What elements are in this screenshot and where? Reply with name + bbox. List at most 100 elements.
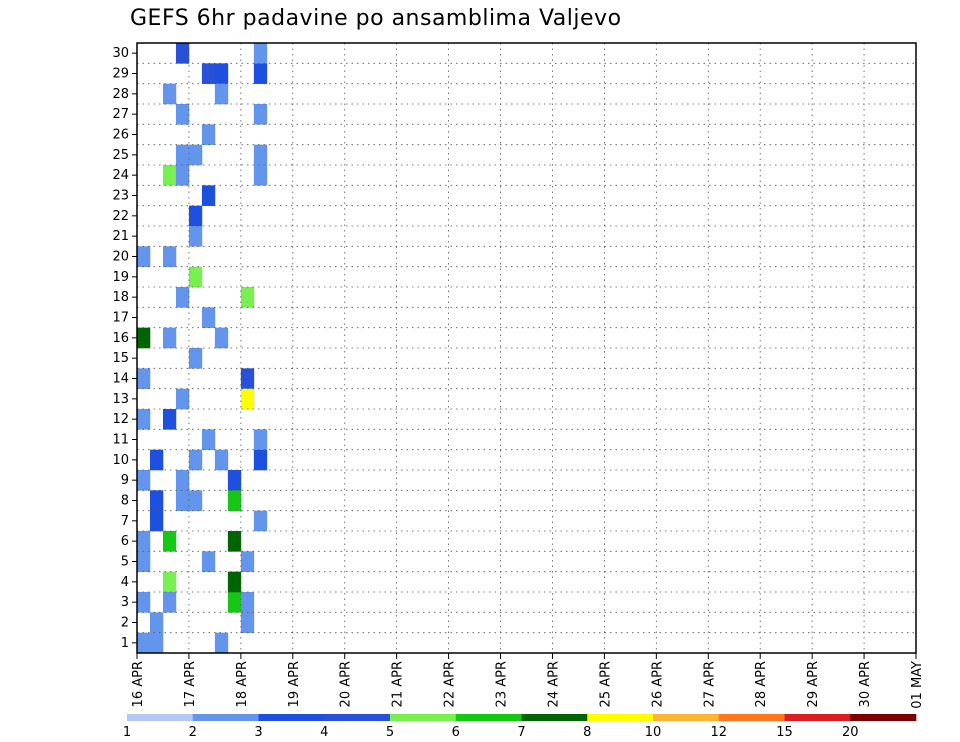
heatmap-cell [149,612,164,633]
heatmap-cell [162,327,177,349]
y-tick-label: 19 [112,270,129,285]
x-tick-label: 28 APR [754,661,769,707]
chart-title: GEFS 6hr padavine po ansamblima Valjevo [130,6,622,31]
y-tick-label: 22 [112,209,129,224]
legend-label: 10 [645,725,662,740]
heatmap-cell [240,368,255,389]
y-tick-label: 13 [112,392,129,407]
heatmap-cell [240,388,255,410]
y-tick-label: 6 [121,534,129,549]
heatmap-cell [240,592,255,613]
heatmap-cell [188,266,203,288]
x-tick-label: 27 APR [702,661,717,707]
heatmap-cell [137,592,151,613]
heatmap-cell [201,63,216,84]
heatmap-cell [149,510,164,532]
x-tick-label: 16 APR [131,661,146,707]
y-tick-label: 14 [112,372,129,387]
y-tick-label: 1 [121,636,129,651]
legend-label: 6 [452,725,460,740]
heatmap-cell [253,43,268,64]
legend-label: 3 [254,725,262,740]
y-tick-label: 8 [121,494,129,509]
y-tick-label: 25 [112,148,129,163]
heatmap-cell [175,490,190,511]
y-tick-label: 20 [112,250,129,265]
y-tick-label: 24 [112,168,129,183]
heatmap-cell [201,124,216,145]
x-axis: 16 APR 17 APR 18 APR 19 APR 20 APR 21 APR 22 A… [131,653,925,709]
x-tick-label: 25 APR [598,661,613,707]
legend-swatch [521,714,588,721]
legend-swatch [653,714,720,721]
heatmap-cell [188,449,203,471]
heatmap-cells [137,43,268,654]
y-tick-label: 18 [112,290,129,305]
heatmap-cell [253,165,268,186]
x-tick-label: 21 APR [391,661,406,707]
x-tick-label: 01 MAY [910,661,925,709]
color-legend: 1 2 3 4 5 6 7 8 10 12 15 20 [123,714,917,740]
legend-swatch [390,714,457,721]
heatmap-cell [137,551,151,572]
y-tick-label: 5 [121,555,129,570]
y-tick-label: 29 [112,67,129,82]
heatmap-cell [214,632,229,654]
y-tick-label: 26 [112,128,129,143]
legend-label: 1 [123,725,131,740]
heatmap-cell [188,490,203,511]
heatmap-cell [162,83,177,105]
legend-label: 8 [583,725,591,740]
heatmap-cell [175,388,190,410]
legend-swatch [455,714,522,721]
y-tick-label: 7 [121,514,129,529]
legend-swatch [850,714,917,721]
x-tick-label: 24 APR [546,661,561,707]
heatmap-cell [240,287,255,308]
x-tick-label: 18 APR [235,661,250,707]
heatmap-cell [175,165,190,186]
heatmap-cell [214,449,229,471]
heatmap-cell [227,490,242,511]
heatmap-cell [240,551,255,572]
legend-label: 5 [386,725,394,740]
legend-label: 4 [320,725,328,740]
y-tick-label: 16 [112,331,129,346]
heatmap-cell [149,449,164,471]
heatmap-cell [175,104,190,125]
heatmap-cell [201,551,216,572]
heatmap-cell [188,348,203,369]
plot-frame [136,42,917,654]
y-tick-label: 15 [112,351,129,366]
x-tick-label: 29 APR [806,661,821,707]
legend-swatch [192,714,259,721]
heatmap-cell [137,632,151,654]
legend-label: 2 [189,725,197,740]
heatmap-cell [253,429,268,450]
grid-lines [137,43,917,653]
y-tick-label: 23 [112,189,129,204]
heatmap-cell [188,205,203,227]
heatmap-cell [227,531,242,552]
legend-label: 12 [710,725,727,740]
heatmap-cell [162,165,177,186]
heatmap-cell [162,592,177,613]
heatmap-cell [175,144,190,166]
y-tick-label: 27 [112,107,129,122]
y-tick-label: 12 [112,412,129,427]
heatmap-cell [214,327,229,349]
x-tick-label: 22 APR [443,661,458,707]
y-axis: 1234567891011121314151617181920212223242… [112,46,137,651]
legend-swatch [587,714,654,721]
y-tick-label: 28 [112,87,129,102]
x-tick-label: 20 APR [339,661,354,707]
heatmap-cell [149,632,164,654]
x-tick-label: 17 APR [183,661,198,707]
heatmap-cell [214,63,229,84]
heatmap-cell [227,592,242,613]
y-tick-label: 2 [121,616,129,631]
heatmap-cell [253,510,268,532]
y-tick-label: 30 [112,46,129,61]
heatmap-cell [201,185,216,206]
heatmap-cell [162,246,177,267]
